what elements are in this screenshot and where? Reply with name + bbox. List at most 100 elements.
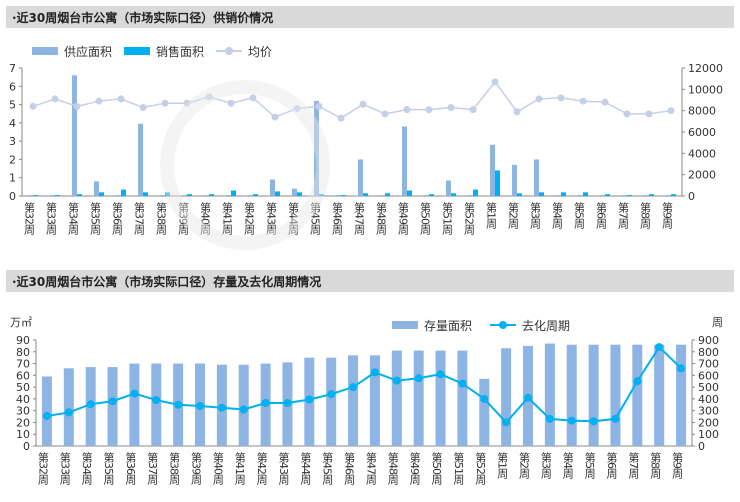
x-tick-label: 第52周 bbox=[463, 201, 476, 236]
chart2-title-bar: ·近30周烟台市公寓（市场实际口径）存量及去化周期情况 bbox=[6, 270, 734, 292]
bar-存量面积 bbox=[391, 350, 402, 446]
bar-销售面积 bbox=[627, 195, 632, 196]
bar-存量面积 bbox=[413, 350, 424, 446]
x-tick-label: 第3周 bbox=[529, 201, 542, 230]
bar-销售面积 bbox=[583, 192, 588, 196]
bar-供应面积 bbox=[226, 195, 231, 196]
y-tick-label: 50 bbox=[16, 381, 30, 394]
bar-存量面积 bbox=[632, 344, 643, 446]
x-tick-label: 第42周 bbox=[255, 451, 268, 486]
x-tick-label: 第35周 bbox=[89, 201, 102, 236]
x-tick-label: 第33周 bbox=[58, 451, 71, 486]
point-去化周期 bbox=[392, 376, 401, 385]
bar-供应面积 bbox=[468, 195, 473, 196]
y-tick-label: 70 bbox=[16, 358, 30, 371]
point-均价 bbox=[117, 95, 125, 103]
x-tick-label: 第32周 bbox=[36, 451, 49, 486]
legend-swatch-销售面积 bbox=[124, 47, 150, 55]
x-tick-label: 第2周 bbox=[518, 451, 531, 480]
x-tick-label: 第9周 bbox=[671, 451, 684, 480]
bar-供应面积 bbox=[644, 195, 649, 196]
bar-销售面积 bbox=[495, 170, 500, 196]
bar-销售面积 bbox=[77, 194, 82, 196]
bar-供应面积 bbox=[270, 179, 275, 196]
chart1-title: ·近30周烟台市公寓（市场实际口径）供销价情况 bbox=[12, 11, 274, 25]
x-tick-label: 第38周 bbox=[155, 201, 168, 236]
chart2-title: ·近30周烟台市公寓（市场实际口径）存量及去化周期情况 bbox=[12, 275, 322, 289]
y2-tick-label: 700 bbox=[698, 358, 719, 371]
bar-销售面积 bbox=[231, 190, 236, 196]
legend-label-供应面积: 供应面积 bbox=[64, 44, 112, 59]
x-tick-label: 第35周 bbox=[102, 451, 115, 486]
bar-存量面积 bbox=[107, 367, 118, 446]
y-tick-label: 6 bbox=[9, 80, 16, 93]
point-去化周期 bbox=[305, 395, 314, 404]
x-tick-label: 第41周 bbox=[221, 201, 234, 236]
bar-存量面积 bbox=[457, 350, 468, 446]
point-去化周期 bbox=[524, 393, 532, 402]
y2-tick-label: 100 bbox=[698, 428, 719, 441]
bar-销售面积 bbox=[451, 193, 456, 196]
x-tick-label: 第45周 bbox=[309, 201, 322, 236]
bar-供应面积 bbox=[490, 144, 495, 196]
x-tick-label: 第5周 bbox=[583, 451, 596, 480]
point-均价 bbox=[359, 100, 367, 108]
point-均价 bbox=[337, 114, 345, 122]
point-均价 bbox=[73, 102, 81, 110]
y-tick-label: 90 bbox=[16, 334, 30, 347]
point-去化周期 bbox=[261, 399, 270, 408]
x-tick-label: 第37周 bbox=[146, 451, 159, 486]
y2-tick-label: 200 bbox=[698, 416, 719, 429]
x-tick-label: 第48周 bbox=[375, 201, 388, 236]
y2-tick-label: 4000 bbox=[688, 147, 716, 160]
point-均价 bbox=[183, 99, 191, 107]
x-tick-label: 第1周 bbox=[485, 201, 498, 230]
y2-tick-label: 8000 bbox=[688, 105, 716, 118]
x-tick-label: 第40周 bbox=[199, 201, 212, 236]
bar-供应面积 bbox=[182, 195, 187, 196]
bar-供应面积 bbox=[72, 75, 77, 196]
x-tick-label: 第7周 bbox=[627, 451, 640, 480]
x-tick-label: 第47周 bbox=[364, 451, 377, 486]
y-tick-label: 40 bbox=[16, 393, 30, 406]
point-均价 bbox=[601, 98, 609, 106]
bar-供应面积 bbox=[402, 126, 407, 196]
point-均价 bbox=[205, 93, 213, 101]
bar-存量面积 bbox=[41, 376, 52, 446]
point-均价 bbox=[403, 106, 411, 114]
bar-销售面积 bbox=[385, 193, 390, 196]
y2-tick-label: 0 bbox=[698, 440, 705, 453]
y-tick-label: 30 bbox=[16, 405, 30, 418]
y2-tick-label: 800 bbox=[698, 346, 719, 359]
point-均价 bbox=[29, 102, 37, 110]
x-tick-label: 第49周 bbox=[397, 201, 410, 236]
inventory-turnover-panel: ·近30周烟台市公寓（市场实际口径）存量及去化周期情况 万㎡ 周 0 10 20 30… bbox=[0, 250, 740, 502]
point-均价 bbox=[271, 113, 279, 121]
point-去化周期 bbox=[86, 400, 95, 409]
bar-供应面积 bbox=[534, 159, 539, 196]
x-tick-label: 第43周 bbox=[277, 451, 290, 486]
point-均价 bbox=[95, 97, 103, 105]
legend-dot-去化周期 bbox=[499, 321, 507, 329]
y-tick-label: 0 bbox=[23, 440, 30, 453]
bar-存量面积 bbox=[588, 344, 599, 446]
bar-供应面积 bbox=[28, 195, 33, 196]
point-均价 bbox=[535, 95, 543, 103]
bar-存量面积 bbox=[544, 343, 555, 446]
x-tick-label: 第49周 bbox=[408, 451, 421, 486]
x-tick-label: 第32周 bbox=[23, 201, 36, 236]
y-tick-label: 2 bbox=[9, 153, 16, 166]
point-均价 bbox=[381, 110, 389, 118]
y2-tick-label: 10000 bbox=[688, 83, 723, 96]
chart1-title-bar: ·近30周烟台市公寓（市场实际口径）供销价情况 bbox=[6, 6, 734, 28]
point-均价 bbox=[425, 106, 433, 114]
point-去化周期 bbox=[480, 394, 489, 403]
point-去化周期 bbox=[436, 370, 445, 379]
point-去化周期 bbox=[239, 405, 248, 414]
x-tick-label: 第52周 bbox=[474, 451, 487, 486]
bar-存量面积 bbox=[501, 348, 512, 446]
bar-销售面积 bbox=[33, 195, 38, 196]
y-tick-label: 60 bbox=[16, 369, 30, 382]
y2-tick-label: 12000 bbox=[688, 62, 723, 75]
point-去化周期 bbox=[458, 379, 467, 388]
